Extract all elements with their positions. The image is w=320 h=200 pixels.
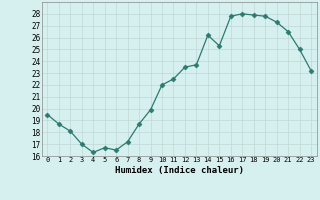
X-axis label: Humidex (Indice chaleur): Humidex (Indice chaleur) [115, 166, 244, 175]
